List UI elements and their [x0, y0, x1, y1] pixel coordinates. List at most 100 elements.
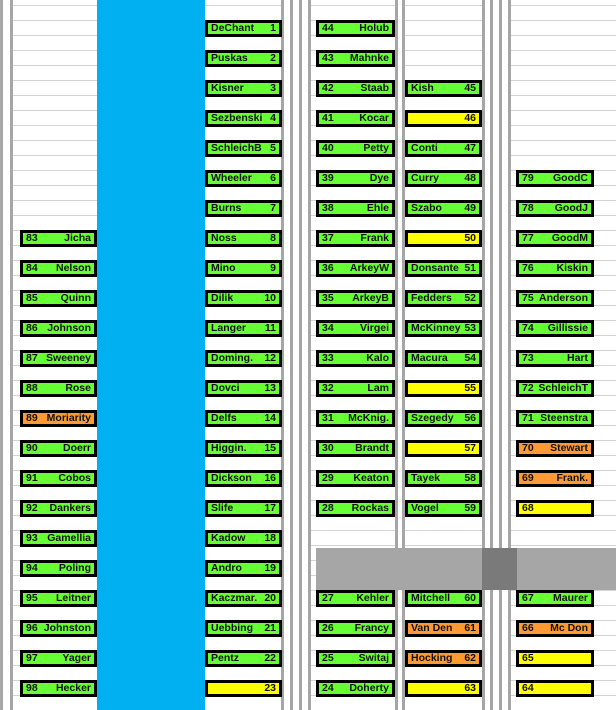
- seat-cell[interactable]: Curry 48: [405, 170, 482, 187]
- seat-cell[interactable]: Mitchell 60: [405, 590, 482, 607]
- seat-cell[interactable]: 30 Brandt: [316, 440, 395, 457]
- seat-cell[interactable]: Noss 8: [205, 230, 282, 247]
- seat-cell[interactable]: 70 Stewart: [516, 440, 594, 457]
- seat-cell[interactable]: 71 Steenstra: [516, 410, 594, 427]
- seat-cell[interactable]: 44 Holub: [316, 20, 395, 37]
- seat-cell[interactable]: Higgin. 15: [205, 440, 282, 457]
- seat-cell[interactable]: 76 Kiskin: [516, 260, 594, 277]
- seat-cell[interactable]: 40 Petty: [316, 140, 395, 157]
- seat-cell[interactable]: 79 GoodC: [516, 170, 594, 187]
- seat-cell[interactable]: 97 Yager: [20, 650, 97, 667]
- seat-cell[interactable]: Dovci 13: [205, 380, 282, 397]
- row-line: [13, 185, 97, 186]
- seat-cell[interactable]: 35 ArkeyB: [316, 290, 395, 307]
- seat-cell[interactable]: SchleichB 5: [205, 140, 282, 157]
- seat-cell[interactable]: 74 Gillissie: [516, 320, 594, 337]
- seat-cell[interactable]: Dilik 10: [205, 290, 282, 307]
- seat-cell[interactable]: Kisner 3: [205, 80, 282, 97]
- seat-cell[interactable]: 25 Switaj: [316, 650, 395, 667]
- seat-cell[interactable]: 33 Kalo: [316, 350, 395, 367]
- seat-cell[interactable]: 90 Doerr: [20, 440, 97, 457]
- seat-cell[interactable]: Puskas 2: [205, 50, 282, 67]
- seat-label-right: Doherty: [349, 682, 389, 694]
- seat-cell[interactable]: 26 Francy: [316, 620, 395, 637]
- seat-cell[interactable]: 68: [516, 500, 594, 517]
- seat-cell[interactable]: 23: [205, 680, 282, 697]
- seat-cell[interactable]: 28 Rockas: [316, 500, 395, 517]
- seat-cell[interactable]: 41 Kocar: [316, 110, 395, 127]
- seat-cell[interactable]: Burns 7: [205, 200, 282, 217]
- seat-cell[interactable]: 50: [405, 230, 482, 247]
- seat-cell[interactable]: 57: [405, 440, 482, 457]
- seat-cell[interactable]: 88 Rose: [20, 380, 97, 397]
- seat-cell[interactable]: 43 Mahnke: [316, 50, 395, 67]
- seat-cell[interactable]: 98 Hecker: [20, 680, 97, 697]
- seat-cell[interactable]: 38 Ehle: [316, 200, 395, 217]
- seat-cell[interactable]: DeChant 1: [205, 20, 282, 37]
- seat-cell[interactable]: 78 GoodJ: [516, 200, 594, 217]
- seat-cell[interactable]: 39 Dye: [316, 170, 395, 187]
- seat-cell[interactable]: 29 Keaton: [316, 470, 395, 487]
- seat-cell[interactable]: 34 Virgei: [316, 320, 395, 337]
- seat-cell[interactable]: 65: [516, 650, 594, 667]
- seat-cell[interactable]: Van Den 61: [405, 620, 482, 637]
- row-line: [511, 530, 616, 531]
- seat-cell[interactable]: Tayek 58: [405, 470, 482, 487]
- seat-cell[interactable]: 77 GoodM: [516, 230, 594, 247]
- seat-cell[interactable]: 32 Lam: [316, 380, 395, 397]
- seat-cell[interactable]: Szabo 49: [405, 200, 482, 217]
- seat-cell[interactable]: Conti 47: [405, 140, 482, 157]
- seat-cell[interactable]: Dickson 16: [205, 470, 282, 487]
- seat-cell[interactable]: 55: [405, 380, 482, 397]
- seat-cell[interactable]: 66 Mc Don: [516, 620, 594, 637]
- seat-cell[interactable]: 36 ArkeyW: [316, 260, 395, 277]
- seat-cell[interactable]: 64: [516, 680, 594, 697]
- seat-cell[interactable]: 63: [405, 680, 482, 697]
- seat-cell[interactable]: 95 Leitner: [20, 590, 97, 607]
- seat-cell[interactable]: 92 Dankers: [20, 500, 97, 517]
- seat-cell[interactable]: Kish 45: [405, 80, 482, 97]
- seat-cell[interactable]: 69 Frank.: [516, 470, 594, 487]
- seat-cell[interactable]: 86 Johnson: [20, 320, 97, 337]
- seat-cell[interactable]: Mino 9: [205, 260, 282, 277]
- seat-cell[interactable]: 83 Jicha: [20, 230, 97, 247]
- seat-cell[interactable]: McKinney 53: [405, 320, 482, 337]
- seat-cell[interactable]: Kaczmar. 20: [205, 590, 282, 607]
- seat-cell[interactable]: 84 Nelson: [20, 260, 97, 277]
- seat-cell[interactable]: 91 Cobos: [20, 470, 97, 487]
- seat-cell[interactable]: 24 Doherty: [316, 680, 395, 697]
- seat-cell[interactable]: Andro 19: [205, 560, 282, 577]
- seat-cell[interactable]: 67 Maurer: [516, 590, 594, 607]
- seat-cell[interactable]: 72 SchleichT: [516, 380, 594, 397]
- seat-cell[interactable]: 94 Poling: [20, 560, 97, 577]
- seat-cell[interactable]: 73 Hart: [516, 350, 594, 367]
- seat-cell[interactable]: Slife 17: [205, 500, 282, 517]
- seat-cell[interactable]: Sezbenski 4: [205, 110, 282, 127]
- seat-cell[interactable]: Pentz 22: [205, 650, 282, 667]
- seat-label-left: 28: [322, 502, 334, 514]
- seat-cell[interactable]: Wheeler 6: [205, 170, 282, 187]
- seat-cell[interactable]: 27 Kehler: [316, 590, 395, 607]
- seat-cell[interactable]: Macura 54: [405, 350, 482, 367]
- seat-cell[interactable]: 37 Frank: [316, 230, 395, 247]
- seat-cell[interactable]: 96 Johnston: [20, 620, 97, 637]
- seat-cell[interactable]: Uebbing 21: [205, 620, 282, 637]
- seat-cell[interactable]: Donsante 51: [405, 260, 482, 277]
- seat-cell[interactable]: 75 Anderson: [516, 290, 594, 307]
- seat-cell[interactable]: Hocking 62: [405, 650, 482, 667]
- seat-cell[interactable]: 93 Gamellia: [20, 530, 97, 547]
- seat-cell[interactable]: 87 Sweeney: [20, 350, 97, 367]
- seat-cell[interactable]: Fedders 52: [405, 290, 482, 307]
- seat-cell[interactable]: Vogel 59: [405, 500, 482, 517]
- seat-cell[interactable]: 46: [405, 110, 482, 127]
- seat-cell[interactable]: Szegedy 56: [405, 410, 482, 427]
- seat-cell[interactable]: 85 Quinn: [20, 290, 97, 307]
- seat-cell[interactable]: Kadow 18: [205, 530, 282, 547]
- seat-cell[interactable]: Delfs 14: [205, 410, 282, 427]
- seat-cell[interactable]: 89 Moriarity: [20, 410, 97, 427]
- seat-cell[interactable]: 42 Staab: [316, 80, 395, 97]
- seat-cell[interactable]: Langer 11: [205, 320, 282, 337]
- row-line: [205, 5, 281, 6]
- seat-cell[interactable]: 31 McKnig.: [316, 410, 395, 427]
- seat-cell[interactable]: Doming. 12: [205, 350, 282, 367]
